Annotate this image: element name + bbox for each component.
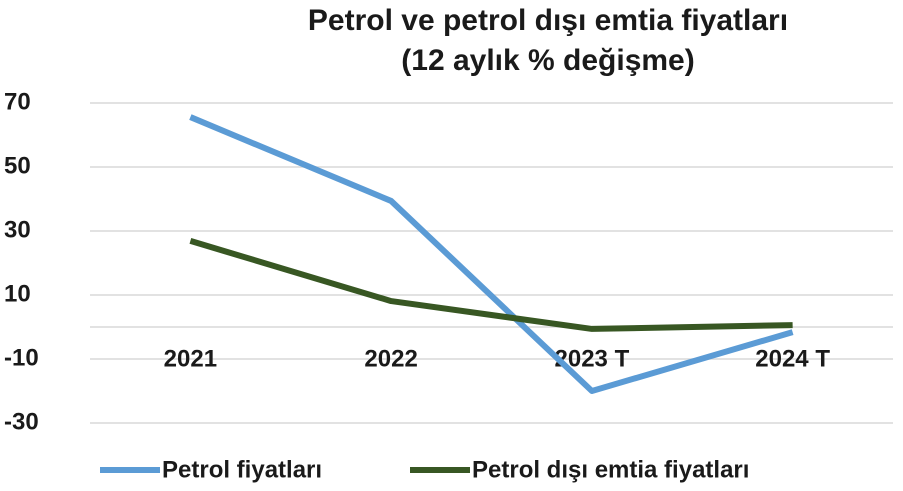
legend-label: Petrol fiyatları <box>162 456 322 483</box>
y-tick-label: -30 <box>4 408 39 435</box>
y-tick-label: 50 <box>4 152 31 179</box>
chart-subtitle: (12 aylık % değişme) <box>401 44 694 77</box>
y-tick-label: 70 <box>4 88 31 115</box>
y-tick-label: 10 <box>4 280 31 307</box>
line-series <box>189 114 794 394</box>
x-tick-label: 2022 <box>364 345 417 372</box>
chart-title: Petrol ve petrol dışı emtia fiyatları <box>308 4 788 37</box>
y-tick-label: 30 <box>4 216 31 243</box>
legend-label: Petrol dışı emtia fiyatları <box>472 456 749 483</box>
y-tick-label: -10 <box>4 344 39 371</box>
line-series <box>189 238 793 332</box>
x-tick-label: 2021 <box>164 345 217 372</box>
x-tick-label: 2024 T <box>755 345 830 372</box>
